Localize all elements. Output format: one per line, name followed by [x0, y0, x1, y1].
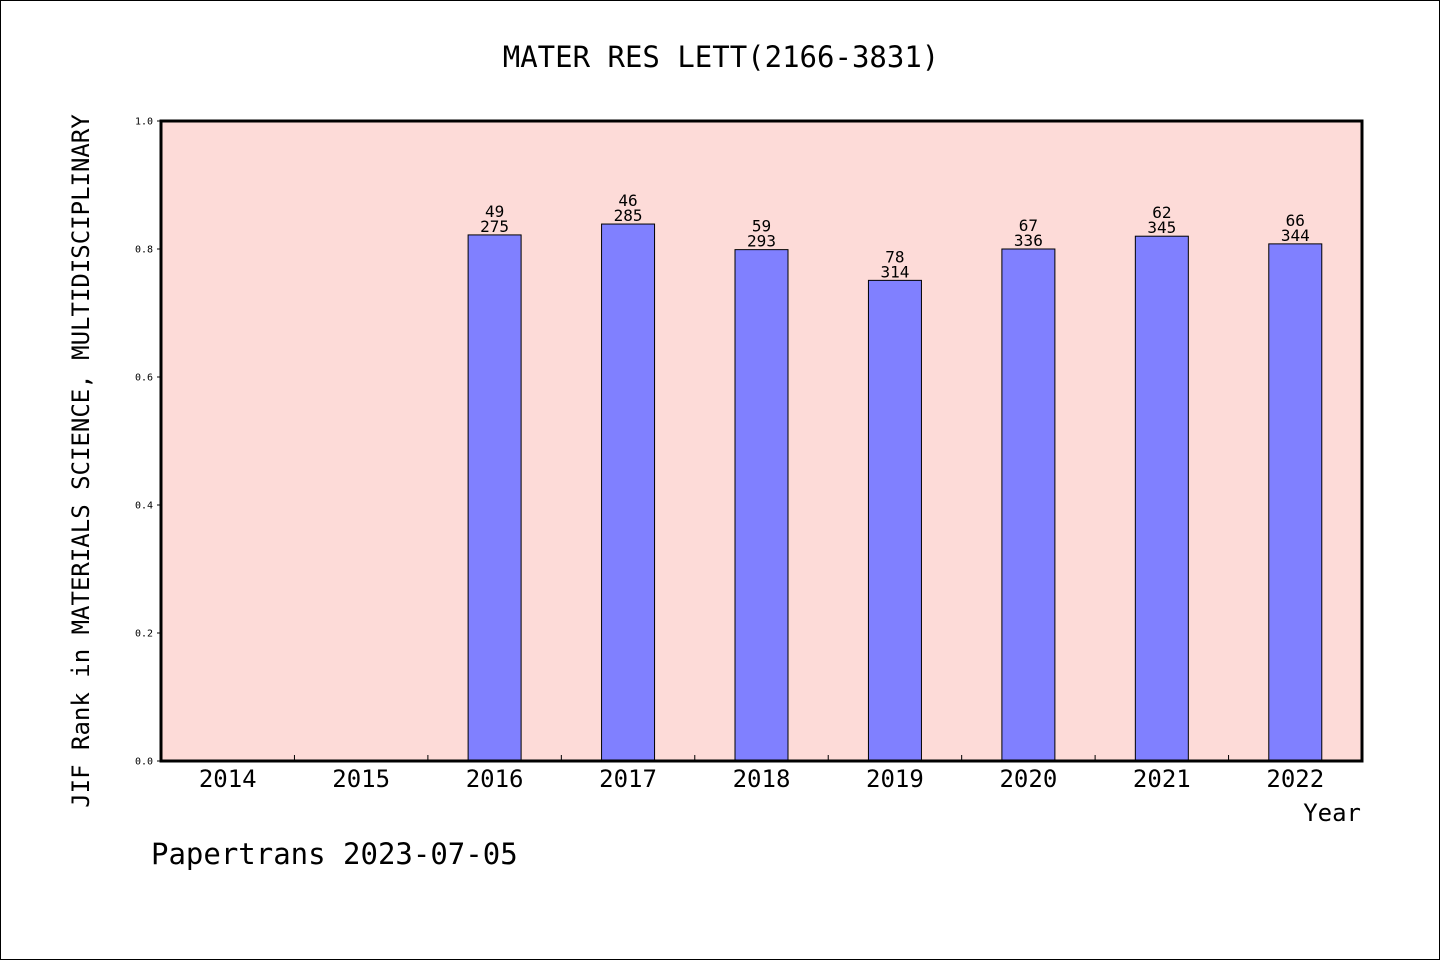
data-label-total: 314: [880, 262, 909, 281]
x-tick-label: 2019: [866, 765, 924, 793]
x-tick-label: 2020: [999, 765, 1057, 793]
x-tick-label: 2015: [332, 765, 390, 793]
bar-2018: [734, 249, 789, 762]
chart-title: MATER RES LETT(2166-3831): [503, 40, 940, 74]
x-tick-label: 2014: [199, 765, 257, 793]
data-label-total: 344: [1281, 226, 1310, 245]
bar-2016: [467, 234, 522, 762]
plot-border: [159, 119, 1364, 763]
x-axis: 2014 2015 2016 2017 2018 2019 2020 2021 2022: [199, 755, 1324, 793]
y-tick-label: 0.4: [135, 501, 153, 512]
y-axis: 0.0 0.2 0.4 0.6 0.8 1.0: [135, 117, 161, 768]
x-axis-label: Year: [1303, 799, 1361, 827]
bar-2020: [1001, 248, 1056, 762]
data-label-total: 285: [614, 206, 643, 225]
bars-layer: [467, 223, 1323, 762]
data-label-rank: 62: [1152, 203, 1171, 222]
data-label-rank: 66: [1286, 211, 1305, 230]
data-label-total: 293: [747, 232, 776, 251]
data-label-rank: 67: [1019, 216, 1038, 235]
x-tick-label: 2022: [1266, 765, 1324, 793]
data-label-total: 345: [1147, 218, 1176, 237]
data-label-rank: 49: [485, 202, 504, 221]
data-label-total: 336: [1014, 231, 1043, 250]
bar-2019: [867, 279, 922, 762]
data-label-rank: 46: [618, 191, 637, 210]
bar-2021: [1134, 235, 1189, 762]
y-tick-label: 0.6: [135, 373, 153, 384]
y-tick-label: 0.8: [135, 245, 153, 256]
y-tick-label: 1.0: [135, 117, 153, 128]
footer-credit: Papertrans 2023-07-05: [151, 837, 518, 871]
x-tick-label: 2018: [733, 765, 791, 793]
x-tick-label: 2016: [466, 765, 524, 793]
bar-2017: [601, 223, 656, 762]
y-tick-label: 0.0: [135, 757, 153, 768]
data-label-rank: 78: [885, 247, 904, 266]
x-tick-label: 2021: [1133, 765, 1191, 793]
bar-2022: [1268, 243, 1323, 762]
data-label-total: 275: [480, 217, 509, 236]
y-axis-label: JIF Rank in MATERIALS SCIENCE, MULTIDISC…: [67, 114, 95, 808]
y-tick-label: 0.2: [135, 629, 153, 640]
x-tick-label: 2017: [599, 765, 657, 793]
data-label-rank: 59: [752, 217, 771, 236]
